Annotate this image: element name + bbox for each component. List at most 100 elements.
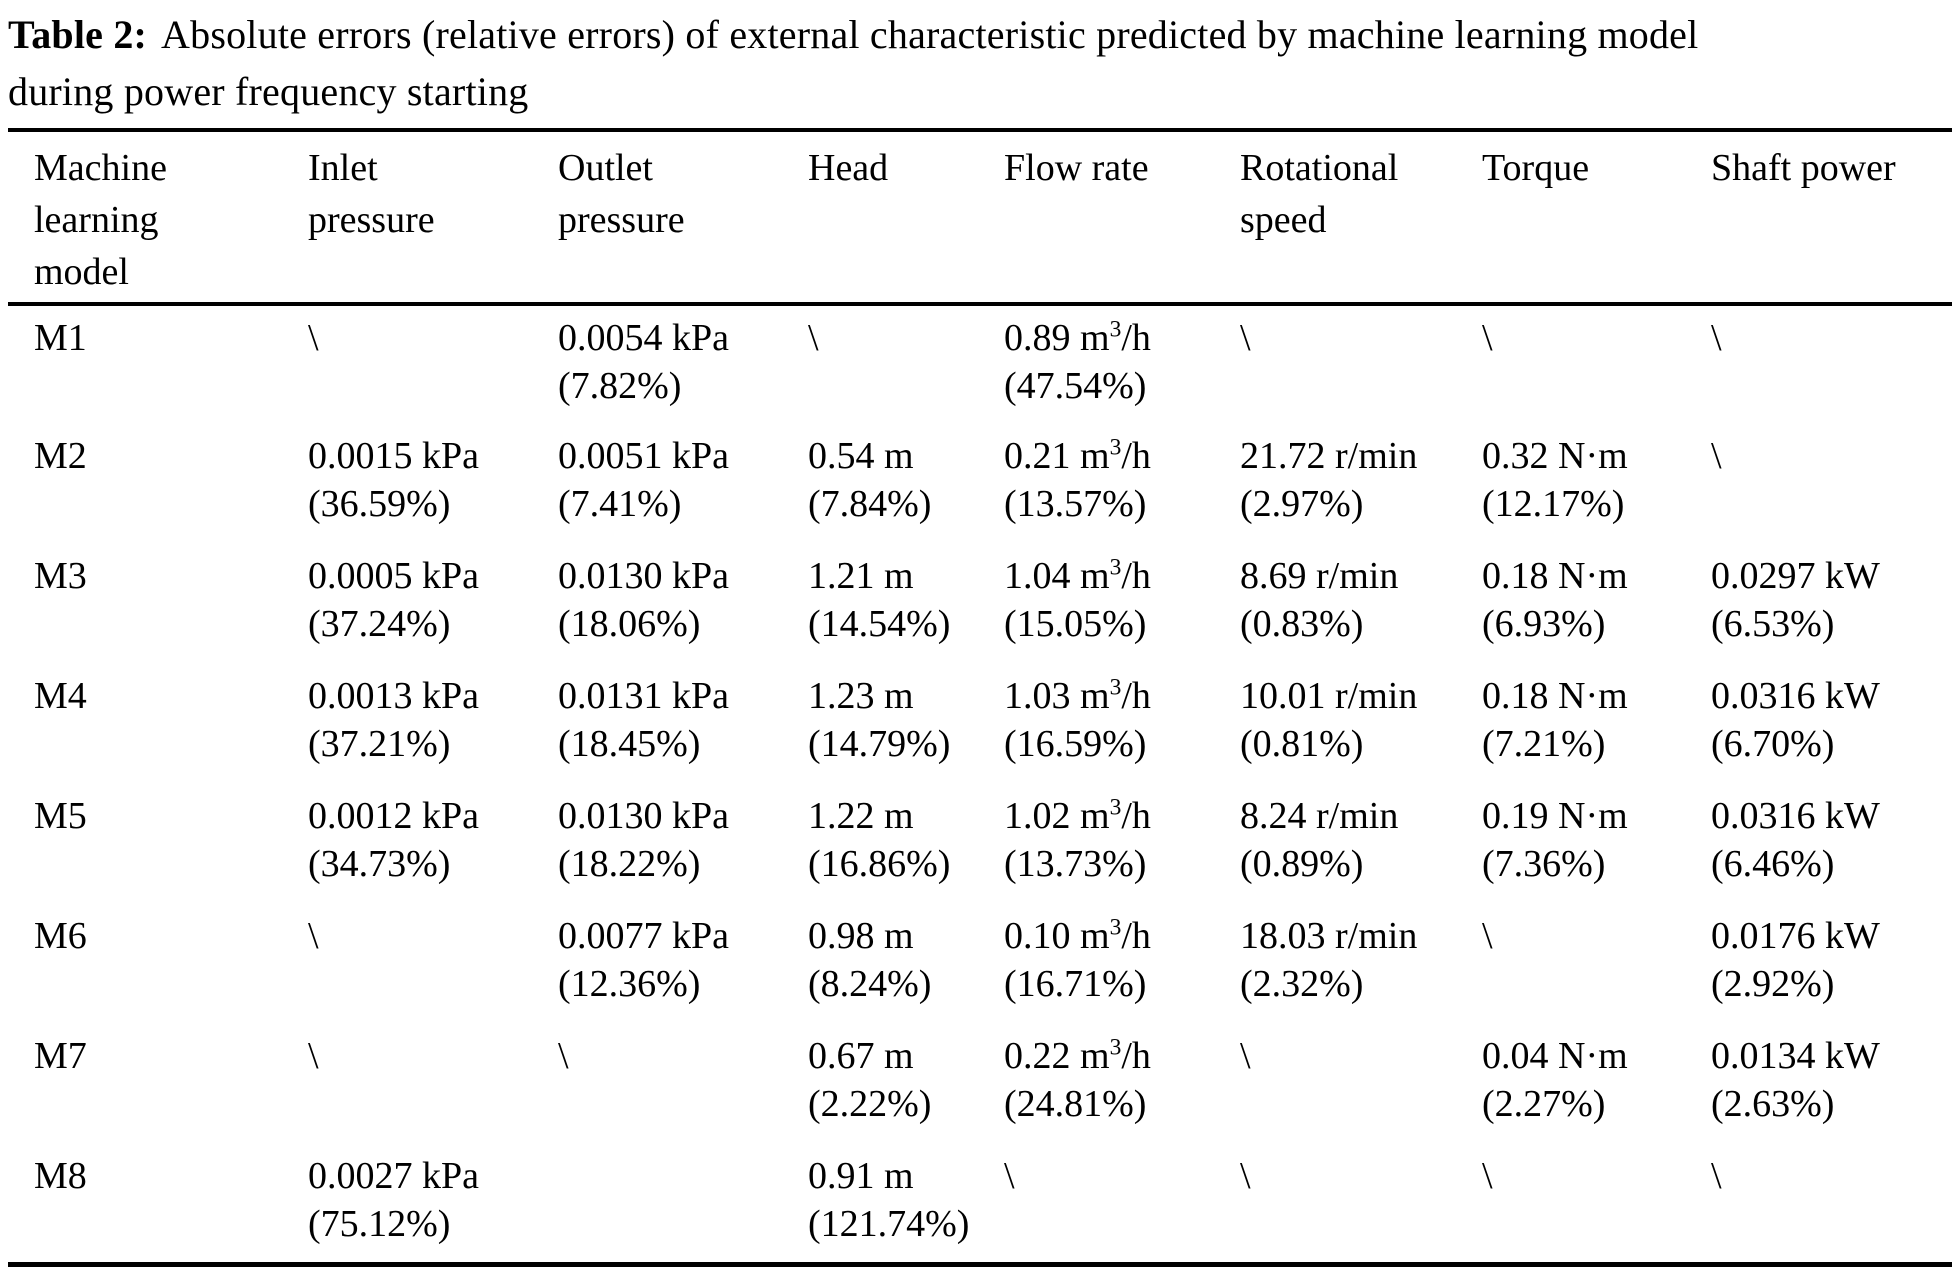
absolute-error-value: 0.0005 kPa: [308, 555, 479, 597]
value-cell: 0.0054 kPa (7.82%): [558, 304, 808, 424]
absolute-error-value: 0.0316 kW: [1711, 795, 1880, 837]
table-row: M4 0.0013 kPa (37.21%) 0.0131 kPa (18.45%) 1.…: [8, 664, 1952, 784]
value-cell: 8.24 r/min (0.89%): [1240, 784, 1482, 904]
relative-error-value: (0.83%): [1240, 603, 1364, 645]
absolute-error-value: 0.0131 kPa: [558, 675, 729, 717]
absolute-error-value: \: [1240, 317, 1251, 359]
absolute-error-value: \: [1482, 915, 1493, 957]
value-cell: 0.18 N·m (7.21%): [1482, 664, 1711, 784]
relative-error-value: (18.45%): [558, 723, 701, 765]
relative-error-value: (14.54%): [808, 603, 951, 645]
value-cell: 0.0013 kPa (37.21%): [308, 664, 558, 784]
relative-error-value: (2.22%): [808, 1083, 932, 1125]
relative-error-value: (0.81%): [1240, 723, 1364, 765]
table-row: M6 \ 0.0077 kPa (12.36%) 0.98 m (8.24%) 0.10 m…: [8, 904, 1952, 1024]
absolute-error-value: 18.03 r/min: [1240, 915, 1418, 957]
table-caption-text-line2: during power frequency starting: [8, 69, 529, 114]
value-cell: 0.0316 kW (6.46%): [1711, 784, 1952, 904]
relative-error-value: (0.89%): [1240, 843, 1364, 885]
relative-error-value: (6.93%): [1482, 603, 1606, 645]
relative-error-value: (75.12%): [308, 1203, 451, 1245]
value-cell: 0.0131 kPa (18.45%): [558, 664, 808, 784]
relative-error-value: (24.81%): [1004, 1083, 1147, 1125]
table-row: M3 0.0005 kPa (37.24%) 0.0130 kPa (18.06%) 1.…: [8, 544, 1952, 664]
table-row: M5 0.0012 kPa (34.73%) 0.0130 kPa (18.22%) 1.…: [8, 784, 1952, 904]
absolute-error-value: 0.0176 kW: [1711, 915, 1880, 957]
absolute-error-value: 0.0015 kPa: [308, 435, 479, 477]
absolute-error-value: \: [1711, 317, 1722, 359]
relative-error-value: (36.59%): [308, 483, 451, 525]
value-cell: 10.01 r/min (0.81%): [1240, 664, 1482, 784]
value-cell: \: [1482, 1144, 1711, 1264]
relative-error-value: (2.97%): [1240, 483, 1364, 525]
header-cell-flow-rate: Flow rate: [1004, 130, 1240, 306]
value-cell: 1.04 m3/h (15.05%): [1004, 544, 1240, 664]
relative-error-value: (8.24%): [808, 963, 932, 1005]
absolute-error-value: 0.0012 kPa: [308, 795, 479, 837]
absolute-error-value: 0.19 N·m: [1482, 795, 1628, 837]
absolute-error-value: \: [558, 1035, 569, 1077]
value-cell: 1.02 m3/h (13.73%): [1004, 784, 1240, 904]
absolute-error-value: 0.22 m3/h: [1004, 1034, 1151, 1077]
model-cell: M8: [34, 1155, 87, 1197]
value-cell: \: [308, 904, 558, 1024]
relative-error-value: (37.21%): [308, 723, 451, 765]
value-cell: 1.03 m3/h (16.59%): [1004, 664, 1240, 784]
relative-error-value: (34.73%): [308, 843, 451, 885]
absolute-error-value: \: [1240, 1035, 1251, 1077]
absolute-error-value: 8.69 r/min: [1240, 555, 1399, 597]
header-cell-machine-learning-model: Machine learning model: [8, 130, 308, 306]
relative-error-value: (7.21%): [1482, 723, 1606, 765]
model-cell: M7: [34, 1035, 87, 1077]
absolute-error-value: 0.10 m3/h: [1004, 914, 1151, 957]
header-row: Machine learning model Inlet pressure Ou…: [8, 130, 1952, 306]
absolute-error-value: \: [1711, 435, 1722, 477]
value-cell: \: [558, 1024, 808, 1144]
value-cell: 0.54 m (7.84%): [808, 424, 1004, 544]
absolute-error-value: 1.22 m: [808, 795, 914, 837]
value-cell: 1.23 m (14.79%): [808, 664, 1004, 784]
value-cell: 0.0015 kPa (36.59%): [308, 424, 558, 544]
value-cell: \: [1482, 304, 1711, 424]
value-cell: 1.22 m (16.86%): [808, 784, 1004, 904]
value-cell: \: [308, 304, 558, 424]
absolute-error-value: 21.72 r/min: [1240, 435, 1418, 477]
value-cell: 0.0134 kW (2.63%): [1711, 1024, 1952, 1144]
absolute-error-value: 1.02 m3/h: [1004, 794, 1151, 837]
relative-error-value: (7.82%): [558, 365, 682, 407]
absolute-error-value: 10.01 r/min: [1240, 675, 1418, 717]
relative-error-value: (12.36%): [558, 963, 701, 1005]
value-cell: 0.04 N·m (2.27%): [1482, 1024, 1711, 1144]
table-row: M2 0.0015 kPa (36.59%) 0.0051 kPa (7.41%) 0.5…: [8, 424, 1952, 544]
absolute-error-value: 0.98 m: [808, 915, 914, 957]
model-cell: M5: [34, 795, 87, 837]
model-cell: M4: [34, 675, 87, 717]
absolute-error-value: 0.0051 kPa: [558, 435, 729, 477]
absolute-error-value: 0.0077 kPa: [558, 915, 729, 957]
table-row: M7 \ \ 0.67 m (2.22%) 0.22 m3/h (24.81%) \ 0.04 …: [8, 1024, 1952, 1144]
absolute-error-value: 0.0013 kPa: [308, 675, 479, 717]
value-cell: 0.0077 kPa (12.36%): [558, 904, 808, 1024]
value-cell: \: [1711, 424, 1952, 544]
value-cell: 0.10 m3/h (16.71%): [1004, 904, 1240, 1024]
absolute-error-value: 0.21 m3/h: [1004, 434, 1151, 477]
value-cell: 0.98 m (8.24%): [808, 904, 1004, 1024]
absolute-error-value: 0.67 m: [808, 1035, 914, 1077]
absolute-error-value: 0.89 m3/h: [1004, 316, 1151, 359]
value-cell: 0.19 N·m (7.36%): [1482, 784, 1711, 904]
value-cell: 0.0027 kPa (75.12%): [308, 1144, 558, 1264]
relative-error-value: (7.36%): [1482, 843, 1606, 885]
value-cell: 0.32 N·m (12.17%): [1482, 424, 1711, 544]
header-cell-inlet-pressure: Inlet pressure: [308, 130, 558, 306]
value-cell: 0.0130 kPa (18.06%): [558, 544, 808, 664]
relative-error-value: (12.17%): [1482, 483, 1625, 525]
relative-error-value: (16.86%): [808, 843, 951, 885]
relative-error-value: (16.59%): [1004, 723, 1147, 765]
value-cell: 0.91 m (121.74%): [808, 1144, 1004, 1264]
relative-error-value: (18.06%): [558, 603, 701, 645]
relative-error-value: (6.46%): [1711, 843, 1835, 885]
table-body: M1 \ 0.0054 kPa (7.82%) \ 0.89 m3/h (47.54%) \ \…: [8, 304, 1952, 1264]
results-table: Machine learning model Inlet pressure Ou…: [8, 128, 1952, 1267]
model-cell: M6: [34, 915, 87, 957]
absolute-error-value: 0.04 N·m: [1482, 1035, 1628, 1077]
